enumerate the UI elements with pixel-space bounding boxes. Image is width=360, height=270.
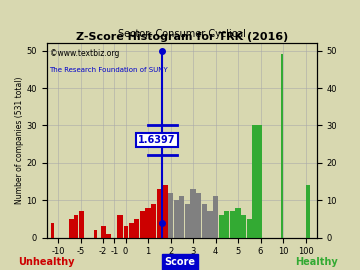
Bar (74, 215, 78, 238)
Bar (281, 55, 283, 238)
Text: Unhealthy: Unhealthy (19, 256, 75, 266)
Bar (51, 223, 54, 238)
Bar (106, 234, 111, 238)
Bar (124, 226, 128, 238)
Bar (230, 211, 235, 238)
Bar (185, 204, 190, 238)
Bar (78, 211, 84, 238)
Bar (202, 204, 207, 238)
Bar (174, 200, 179, 238)
Bar (134, 219, 139, 238)
Bar (140, 211, 145, 238)
Bar (252, 126, 262, 238)
Bar (94, 230, 97, 238)
Bar (162, 185, 167, 238)
Bar (241, 215, 246, 238)
Bar (69, 219, 74, 238)
Bar (247, 219, 252, 238)
Bar (306, 185, 310, 238)
Title: Z-Score Histogram for TRK (2016): Z-Score Histogram for TRK (2016) (76, 32, 288, 42)
Text: Sector: Consumer Cyclical: Sector: Consumer Cyclical (118, 29, 246, 39)
Bar (168, 193, 173, 238)
Bar (157, 189, 162, 238)
Text: The Research Foundation of SUNY: The Research Foundation of SUNY (50, 66, 168, 73)
Bar (190, 189, 196, 238)
Bar (196, 193, 201, 238)
Bar (235, 208, 241, 238)
Bar (179, 197, 184, 238)
Bar (213, 197, 218, 238)
Bar (145, 208, 151, 238)
Bar (219, 215, 224, 238)
Bar (117, 215, 122, 238)
Bar (129, 223, 134, 238)
Bar (207, 211, 212, 238)
Bar (101, 226, 106, 238)
Bar (252, 226, 257, 238)
Text: 1.6397: 1.6397 (138, 135, 176, 146)
Bar (224, 211, 229, 238)
Text: Score: Score (165, 256, 195, 266)
Text: Healthy: Healthy (296, 256, 338, 266)
Text: ©www.textbiz.org: ©www.textbiz.org (50, 49, 119, 58)
Bar (151, 204, 156, 238)
Y-axis label: Number of companies (531 total): Number of companies (531 total) (15, 77, 24, 204)
